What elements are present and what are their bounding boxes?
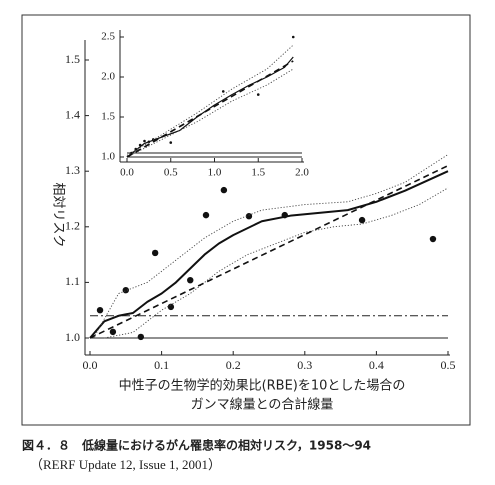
x-tick-label: 0.2 [226, 358, 241, 372]
confidence-band [126, 68, 294, 158]
data-point [151, 249, 159, 257]
y-tick-label: 1.3 [65, 163, 80, 177]
data-point [245, 213, 253, 220]
x-tick-label: 0.4 [369, 358, 384, 372]
x-tick-label: 0.1 [154, 358, 169, 372]
x-axis-label: ガンマ線量との合計線量 [191, 397, 334, 413]
confidence-band [104, 187, 449, 339]
data-point [187, 276, 194, 284]
fitted-curve [89, 170, 449, 339]
x-tick-label: 0.0 [83, 358, 98, 372]
frame [21, 14, 471, 426]
x-tick-label: 1.5 [251, 167, 265, 179]
linear-fit [126, 60, 294, 158]
data-point [169, 141, 173, 144]
x-tick-label: 0.5 [164, 167, 178, 179]
y-axis-label: 相対リスク [51, 182, 66, 247]
confidence-band [93, 154, 449, 339]
y-tick-label: 1.1 [65, 274, 80, 288]
data-point [256, 93, 260, 96]
fitted-curve [126, 56, 294, 158]
data-point [429, 235, 437, 243]
data-point [221, 90, 225, 93]
data-point [137, 333, 145, 341]
y-tick-label: 2.0 [101, 71, 115, 83]
y-tick-label: 1.0 [101, 151, 115, 163]
y-tick-label: 1.5 [101, 111, 115, 123]
x-tick-label: 0.0 [120, 167, 134, 179]
y-tick-label: 1.4 [65, 107, 80, 121]
x-axis-label: 中性子の生物学的効果比(RBE)を10とした場合の [119, 378, 406, 394]
data-point [143, 139, 146, 143]
caption: 図４．８ 低線量におけるがん罹患率の相対リスク，1958〜94 [22, 438, 371, 453]
source: （RERF Update 12, Issue 1, 2001） [30, 457, 221, 472]
data-point [358, 216, 366, 224]
x-tick-label: 0.3 [297, 358, 312, 372]
y-tick-label: 2.5 [101, 31, 115, 43]
data-point [109, 328, 117, 336]
data-point [202, 211, 210, 219]
confidence-band [126, 44, 294, 156]
linear-fit [89, 164, 449, 339]
data-point [122, 286, 129, 294]
x-tick-label: 2.0 [295, 167, 309, 179]
x-tick-label: 1.0 [208, 167, 222, 179]
data-point [291, 35, 295, 39]
y-tick-label: 1.5 [65, 52, 80, 66]
y-tick-label: 1.0 [65, 330, 80, 344]
data-point [167, 303, 175, 311]
y-tick-label: 1.2 [65, 219, 80, 233]
data-point [220, 186, 228, 194]
x-tick-label: 0.5 [441, 358, 456, 372]
data-point [96, 307, 104, 314]
